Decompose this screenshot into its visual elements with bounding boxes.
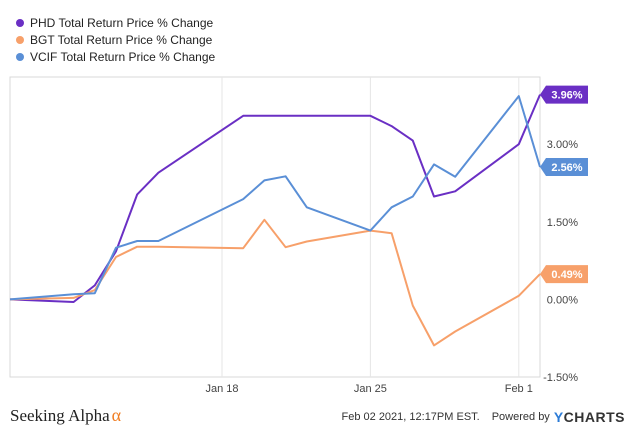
source-label: Seeking Alpha	[10, 406, 110, 425]
y-tick-label: 3.00%	[547, 139, 578, 151]
y-tick-label: 0.00%	[547, 294, 578, 306]
legend-dot-vcif	[16, 52, 24, 61]
plot-frame	[9, 76, 541, 378]
seeking-alpha-logo: Seeking Alpha α	[10, 405, 121, 426]
x-tick-label: Jan 18	[205, 383, 238, 395]
legend-dot-bgt	[16, 35, 24, 44]
end-value-badge	[540, 158, 588, 176]
end-value-label: 2.56%	[551, 162, 582, 174]
x-tick-label: Jan 25	[354, 383, 387, 395]
legend-label-bgt: BGT Total Return Price % Change	[30, 32, 213, 47]
end-value-badge	[540, 85, 588, 104]
series-line-1	[9, 218, 541, 347]
chart-legend: PHD Total Return Price % Change BGT Tota…	[16, 14, 215, 65]
alpha-icon: α	[111, 405, 122, 425]
x-tick-label: Feb 1	[505, 383, 533, 395]
powered-by-label: Powered by	[491, 411, 550, 423]
legend-dot-phd	[16, 18, 24, 27]
y-tick-label: 1.50%	[547, 217, 578, 229]
legend-item-vcif: VCIF Total Return Price % Change	[16, 48, 215, 65]
series-line-0	[9, 94, 541, 303]
ycharts-logo: YCHARTS	[553, 409, 625, 425]
end-value-badge	[540, 265, 588, 284]
end-value-label: 3.96%	[551, 90, 582, 102]
series-line-2	[9, 95, 541, 301]
legend-label-vcif: VCIF Total Return Price % Change	[30, 49, 216, 64]
legend-item-bgt: BGT Total Return Price % Change	[16, 31, 215, 48]
chart-footer: Feb 02 2021, 12:17PM EST. Powered by YCH…	[342, 409, 625, 425]
legend-item-phd: PHD Total Return Price % Change	[16, 14, 215, 31]
end-value-label: 0.49%	[551, 269, 582, 281]
timestamp: Feb 02 2021, 12:17PM EST.	[341, 411, 480, 423]
y-tick-label: -1.50%	[543, 372, 578, 384]
legend-label-phd: PHD Total Return Price % Change	[30, 15, 214, 30]
